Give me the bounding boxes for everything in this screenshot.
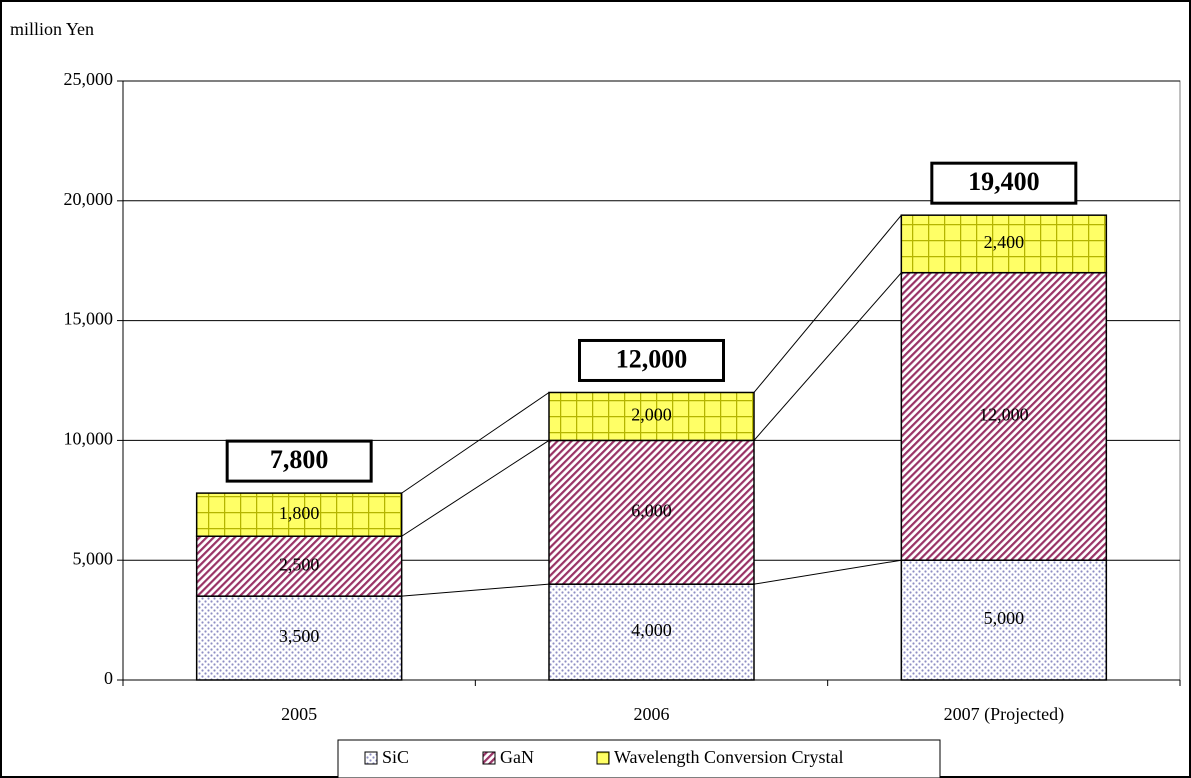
x-tick-label: 2005 [281,704,317,724]
bar-segment [900,214,1108,274]
x-tick-label: 2006 [634,704,670,724]
connector [753,214,902,393]
bar-segment [195,492,403,537]
bar-segment [548,391,755,442]
bar-segment [548,439,755,585]
legend-label: GaN [500,747,534,767]
bar-segment [900,271,1108,561]
legend-label: Wavelength Conversion Crystal [614,747,844,767]
y-tick-label: 5,000 [73,548,114,568]
value-label: 4,000 [631,620,672,640]
legend-swatch [596,751,610,765]
connector [401,439,550,537]
value-label: 3,500 [279,626,320,646]
value-label: 6,000 [631,500,672,520]
connector [401,392,550,494]
value-label: 1,800 [279,503,320,523]
y-tick-label: 25,000 [64,69,114,89]
total-box [578,338,725,382]
legend [337,739,941,778]
legend-label: SiC [382,747,409,767]
value-label: 2,000 [631,405,672,425]
y-tick-label: 15,000 [64,309,114,329]
value-label: 12,000 [979,405,1029,425]
total-label: 7,800 [270,445,329,474]
total-box [225,439,373,483]
x-tick-label: 2007 (Projected) [944,704,1064,725]
total-label: 19,400 [968,167,1040,196]
value-label: 5,000 [984,608,1025,628]
legend-swatch [364,751,378,765]
legend-swatch [482,751,496,765]
y-tick-label: 20,000 [64,189,114,209]
bar-segment [548,583,755,681]
value-label: 2,500 [279,554,320,574]
connector [753,272,902,441]
connector [753,559,902,585]
total-box [930,161,1078,205]
total-label: 12,000 [616,344,688,373]
y-tick-label: 0 [104,668,113,688]
value-label: 2,400 [984,232,1025,252]
y-axis-label: million Yen [10,19,94,39]
y-tick-label: 10,000 [64,429,114,449]
connector [401,583,550,597]
